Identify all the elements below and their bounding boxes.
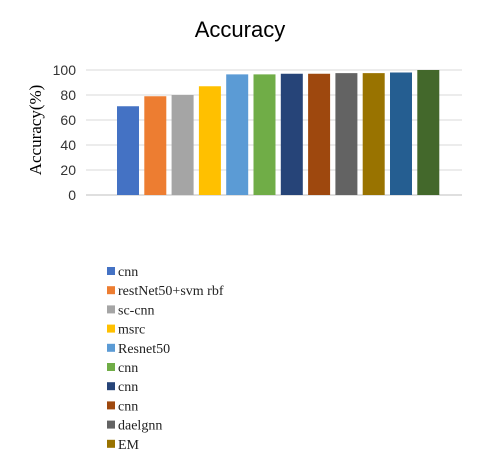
- y-tick-label: 40: [60, 137, 76, 153]
- y-tick-label: 80: [60, 87, 76, 103]
- y-tick-label: 20: [60, 162, 76, 178]
- bar: [417, 70, 440, 195]
- bar: [171, 95, 194, 195]
- legend: cnn restNet50+svm rbf sc-cnn msrc Resnet50 cn…: [107, 265, 224, 453]
- bar: [308, 73, 331, 195]
- bar: [253, 74, 276, 195]
- y-tick-label: 100: [53, 62, 77, 78]
- y-axis-ticks: 0 20 40 60 80 100: [53, 62, 77, 203]
- legend-label: daelgnn: [118, 419, 162, 434]
- legend-label: cnn: [118, 399, 138, 414]
- y-axis-title: Accuracy(%): [26, 85, 45, 176]
- legend-label: cnn: [118, 380, 138, 395]
- chart-title: Accuracy: [195, 17, 285, 42]
- legend-swatch: [107, 305, 115, 314]
- legend-swatch: [107, 439, 115, 448]
- legend-swatch: [107, 401, 115, 410]
- bar: [144, 96, 167, 195]
- bar: [390, 72, 412, 195]
- legend-label: EM: [118, 438, 140, 453]
- legend-label: Resnet50: [118, 342, 170, 357]
- legend-label: restNet50+svm rbf: [118, 284, 224, 299]
- bar: [117, 106, 139, 195]
- bars: [117, 70, 440, 195]
- bar: [226, 74, 249, 195]
- bar: [335, 73, 358, 195]
- legend-swatch: [107, 324, 115, 333]
- bar: [198, 86, 221, 195]
- legend-label: msrc: [118, 323, 145, 338]
- bar: [280, 73, 303, 195]
- legend-swatch: [107, 382, 115, 391]
- legend-swatch: [107, 420, 115, 429]
- y-tick-label: 60: [60, 112, 76, 128]
- legend-label: cnn: [118, 265, 138, 280]
- legend-swatch: [107, 363, 115, 371]
- y-tick-label: 0: [68, 187, 76, 203]
- legend-swatch: [107, 286, 115, 295]
- bar: [362, 73, 385, 195]
- legend-swatch: [107, 343, 115, 352]
- legend-swatch: [107, 267, 115, 275]
- legend-label: sc-cnn: [118, 303, 155, 318]
- legend-label: cnn: [118, 361, 138, 376]
